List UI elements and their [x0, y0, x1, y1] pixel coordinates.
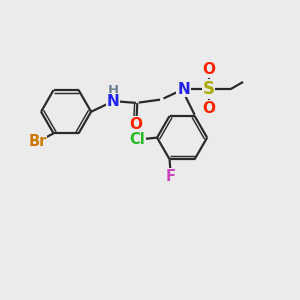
Text: Cl: Cl [129, 132, 145, 147]
Text: N: N [177, 82, 190, 97]
Text: O: O [129, 117, 142, 132]
Text: Br: Br [28, 134, 46, 149]
Text: O: O [202, 62, 215, 77]
Text: S: S [202, 80, 214, 98]
Text: O: O [202, 101, 215, 116]
Text: F: F [166, 169, 176, 184]
Text: H: H [108, 84, 119, 97]
Text: N: N [107, 94, 120, 109]
